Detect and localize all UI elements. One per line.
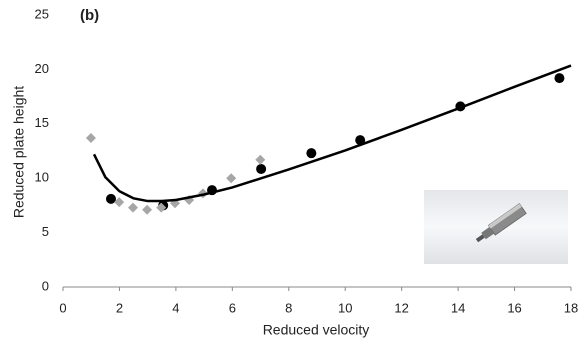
x-tick-label: 18 (564, 300, 578, 315)
x-tick-label: 16 (507, 300, 521, 315)
y-axis-title: Reduced plate height (11, 86, 27, 218)
panel-label: (b) (80, 7, 99, 24)
x-tick-label: 12 (394, 300, 408, 315)
diamond-marker (128, 203, 138, 213)
x-tick-label: 4 (172, 300, 179, 315)
x-tick-label: 8 (285, 300, 292, 315)
fit-curve (94, 66, 571, 201)
y-tick-label: 20 (35, 61, 49, 76)
x-tick-label: 10 (338, 300, 352, 315)
y-tick-label: 25 (35, 6, 49, 21)
diamond-marker (226, 173, 236, 183)
diamond-marker (255, 155, 265, 165)
chart: (b) Reduced velocity Reduced plate heigh… (0, 0, 587, 349)
x-tick-label: 0 (59, 300, 66, 315)
diamond-marker (86, 133, 96, 143)
x-tick-label: 14 (451, 300, 465, 315)
y-tick-label: 5 (42, 224, 49, 239)
circle-marker (306, 148, 316, 158)
y-tick-label: 15 (35, 115, 49, 130)
x-tick-label: 2 (116, 300, 123, 315)
x-axis-title: Reduced velocity (263, 322, 370, 338)
inset-image (424, 190, 568, 264)
y-tick-label: 10 (35, 170, 49, 185)
y-tick-label: 0 (42, 278, 49, 293)
circle-marker (256, 164, 266, 174)
circle-marker (554, 73, 564, 83)
x-tick-label: 6 (229, 300, 236, 315)
diamond-marker (142, 205, 152, 215)
page: {"chart_data": {"type": "scatter", "anno… (0, 0, 587, 349)
